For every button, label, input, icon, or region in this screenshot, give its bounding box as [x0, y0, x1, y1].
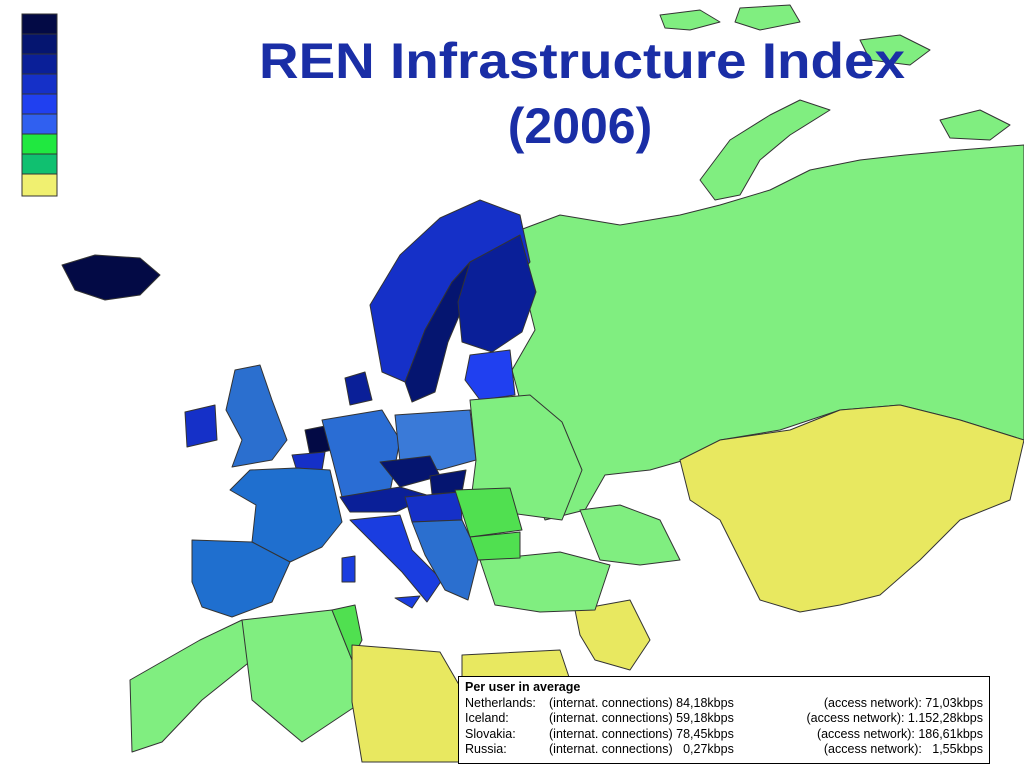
- note-country: Russia:: [465, 742, 507, 756]
- note-country: Iceland:: [465, 711, 509, 725]
- region: [394, 595, 421, 609]
- region: [225, 364, 288, 468]
- region: [479, 551, 611, 613]
- note-row: Slovakia: (internat. connections) 78,45kb…: [465, 727, 983, 743]
- region: [469, 531, 521, 561]
- region: [939, 109, 1011, 141]
- region: [229, 467, 343, 563]
- region: [349, 514, 443, 603]
- note-country: Slovakia:: [465, 726, 516, 741]
- region: [61, 254, 161, 301]
- countries: [61, 4, 1024, 763]
- region: [394, 409, 477, 471]
- title-line: (2006): [508, 98, 653, 154]
- region: [411, 519, 479, 601]
- legend-swatch: [21, 33, 58, 55]
- note-internat: (internat. connections) 78,45kbps: [549, 726, 734, 741]
- region: [574, 599, 651, 671]
- region: [191, 539, 291, 618]
- note-access: (access network): 1,55kbps: [823, 742, 983, 756]
- region: [351, 644, 463, 763]
- legend-swatch: [21, 53, 58, 75]
- region: [464, 349, 516, 401]
- note-internat: (internat. connections) 59,18kbps: [549, 711, 734, 725]
- note-internat: (internat. connections) 0,27kbps: [549, 742, 734, 756]
- region: [659, 9, 721, 31]
- region: [344, 371, 373, 406]
- legend: [21, 13, 58, 197]
- region: [129, 619, 253, 753]
- legend-swatch: [21, 113, 58, 135]
- title-line: REN Infrastructure Index: [259, 33, 905, 89]
- note-row: Iceland: (internat. connections) 59,18kbp…: [465, 711, 983, 727]
- note-row: Netherlands: (internat. connections) 84,1…: [465, 696, 983, 712]
- note-box: Per user in average Netherlands: (interna…: [458, 676, 990, 764]
- legend-swatch: [21, 133, 58, 155]
- legend-swatch: [21, 13, 58, 35]
- region: [859, 34, 931, 66]
- note-access: (access network): 1.152,28kbps: [806, 711, 983, 725]
- legend-swatch: [21, 153, 58, 175]
- region: [341, 555, 356, 583]
- legend-swatch: [21, 73, 58, 95]
- region: [679, 404, 1024, 613]
- region: [457, 234, 537, 353]
- note-access: (access network): 71,03kbps: [823, 695, 983, 710]
- region: [184, 404, 218, 448]
- note-country: Netherlands:: [465, 695, 536, 710]
- region: [734, 4, 801, 31]
- legend-swatch: [21, 173, 58, 197]
- note-heading: Per user in average: [465, 680, 581, 694]
- note-row: Russia: (internat. connections) 0,27kbps (…: [465, 742, 983, 758]
- region: [454, 487, 523, 538]
- note-access: (access network): 186,61kbps: [816, 726, 983, 741]
- region: [291, 451, 326, 471]
- region: [579, 504, 681, 566]
- legend-swatch: [21, 93, 58, 115]
- region: [404, 491, 463, 523]
- note-internat: (internat. connections) 84,18kbps: [549, 695, 734, 710]
- region: [699, 99, 831, 201]
